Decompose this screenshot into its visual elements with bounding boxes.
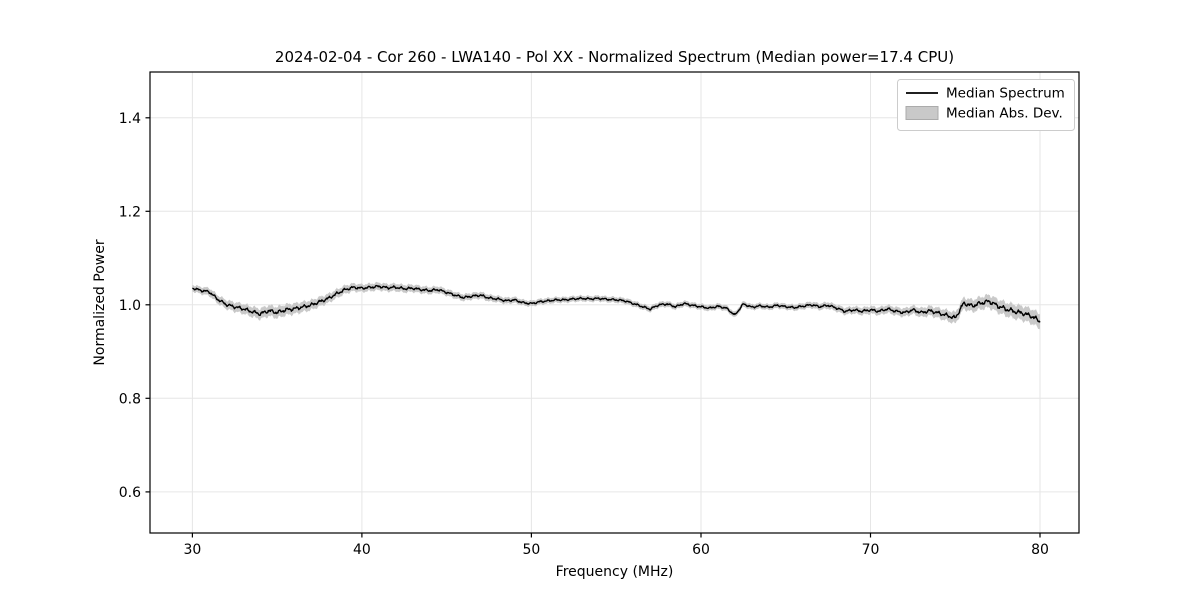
plot-border [149,71,1080,534]
legend-label-median-spectrum: Median Spectrum [946,86,1065,102]
legend: Median Spectrum Median Abs. Dev. [897,79,1075,131]
grid [150,72,1079,533]
x-tick-label: 70 [862,542,880,558]
chart-title: 2024-02-04 - Cor 260 - LWA140 - Pol XX -… [275,48,954,66]
x-tick-label: 60 [692,542,710,558]
x-tick-label: 30 [183,542,201,558]
x-tick-label: 80 [1031,542,1049,558]
y-tick-label: 0.8 [119,391,141,407]
legend-item-median-spectrum: Median Spectrum [906,86,1065,102]
y-tick-label: 0.6 [119,485,141,501]
x-tick-label: 40 [353,542,371,558]
y-tick-label: 1.2 [119,204,141,220]
legend-frame [897,79,1075,131]
x-tick-label: 50 [522,542,540,558]
x-axis-label: Frequency (MHz) [556,564,674,580]
legend-label-median-abs-dev: Median Abs. Dev. [946,106,1063,122]
mad-band [192,281,1040,330]
y-tick-label: 1.4 [119,111,141,127]
y-axis-label: Normalized Power [92,239,108,365]
y-tick-label: 1.0 [119,298,141,314]
legend-patch-sample [905,106,939,120]
axis-ticks: 30 40 50 60 70 80 0.6 0.8 1.0 1.2 1.4 [119,111,1049,558]
median-spectrum-line [192,284,1041,323]
legend-item-median-abs-dev: Median Abs. Dev. [905,106,1063,122]
